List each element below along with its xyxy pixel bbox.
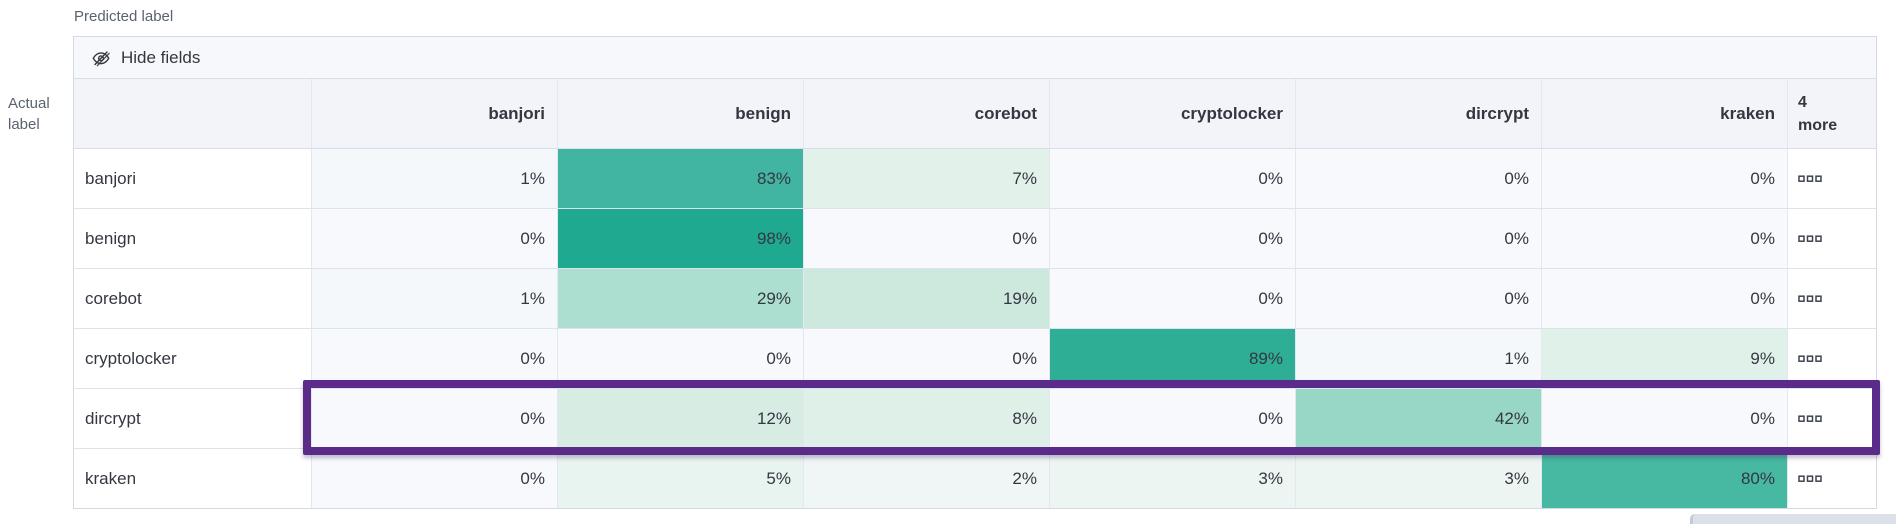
matrix-cell: 19% (804, 269, 1050, 328)
boxes-horizontal-icon (1798, 414, 1822, 423)
matrix-cell: 0% (312, 389, 558, 448)
matrix-cell: 0% (804, 209, 1050, 268)
more-actions-cell[interactable] (1788, 449, 1876, 508)
predicted-axis-label: Predicted label (74, 8, 174, 25)
boxes-horizontal-icon (1798, 294, 1822, 303)
column-header-more[interactable]: 4 more (1788, 79, 1876, 148)
column-header-banjori[interactable]: banjori (312, 79, 558, 148)
row-label: corebot (74, 269, 312, 328)
matrix-cell: 0% (1542, 269, 1788, 328)
hide-fields-label: Hide fields (121, 47, 201, 67)
matrix-cell: 8% (804, 389, 1050, 448)
header-corner-cell (74, 79, 312, 148)
matrix-cell: 0% (312, 209, 558, 268)
matrix-cell: 0% (558, 329, 804, 388)
matrix-cell: 29% (558, 269, 804, 328)
matrix-cell: 0% (1050, 209, 1296, 268)
row-label: dircrypt (74, 389, 312, 448)
matrix-cell: 0% (1542, 149, 1788, 208)
table-row-benign: benign 0% 98% 0% 0% 0% 0% (74, 209, 1876, 269)
column-header-corebot[interactable]: corebot (804, 79, 1050, 148)
matrix-cell: 0% (804, 329, 1050, 388)
matrix-cell: 0% (1542, 389, 1788, 448)
actual-axis-label: Actual label (8, 95, 50, 133)
more-actions-cell[interactable] (1788, 329, 1876, 388)
boxes-horizontal-icon (1798, 234, 1822, 243)
matrix-cell: 0% (1296, 209, 1542, 268)
matrix-cell: 0% (312, 329, 558, 388)
matrix-cell: 0% (1296, 149, 1542, 208)
row-label: benign (74, 209, 312, 268)
row-label: banjori (74, 149, 312, 208)
matrix-cell: 3% (1050, 449, 1296, 508)
matrix-cell: 1% (1296, 329, 1542, 388)
matrix-cell: 0% (1296, 269, 1542, 328)
more-actions-cell[interactable] (1788, 149, 1876, 208)
table-row-dircrypt: dircrypt 0% 12% 8% 0% 42% 0% (74, 389, 1876, 449)
table-row-kraken: kraken 0% 5% 2% 3% 3% 80% (74, 449, 1876, 508)
header-row: banjori benign corebot cryptolocker dirc… (74, 79, 1876, 149)
matrix-cell: 0% (1050, 149, 1296, 208)
matrix-cell: 0% (1050, 269, 1296, 328)
more-columns-header-label: 4 more (1798, 93, 1838, 134)
matrix-cell: 89% (1050, 329, 1296, 388)
matrix-cell: 42% (1296, 389, 1542, 448)
table-row-corebot: corebot 1% 29% 19% 0% 0% 0% (74, 269, 1876, 329)
matrix-cell: 0% (1050, 389, 1296, 448)
hide-fields-button[interactable]: Hide fields (74, 37, 1876, 79)
column-header-cryptolocker[interactable]: cryptolocker (1050, 79, 1296, 148)
table-row-cryptolocker: cryptolocker 0% 0% 0% 89% 1% 9% (74, 329, 1876, 389)
column-header-kraken[interactable]: kraken (1542, 79, 1788, 148)
matrix-cell: 83% (558, 149, 804, 208)
boxes-horizontal-icon (1798, 174, 1822, 183)
table-row-banjori: banjori 1% 83% 7% 0% 0% 0% (74, 149, 1876, 209)
horizontal-scrollbar-fragment[interactable] (1690, 514, 1896, 524)
matrix-cell: 12% (558, 389, 804, 448)
matrix-cell: 1% (312, 269, 558, 328)
more-actions-cell[interactable] (1788, 389, 1876, 448)
column-header-dircrypt[interactable]: dircrypt (1296, 79, 1542, 148)
matrix-cell: 2% (804, 449, 1050, 508)
matrix-cell: 98% (558, 209, 804, 268)
confusion-matrix-grid: Hide fields banjori benign corebot crypt… (73, 36, 1877, 509)
matrix-cell: 0% (312, 449, 558, 508)
boxes-horizontal-icon (1798, 354, 1822, 363)
more-actions-cell[interactable] (1788, 209, 1876, 268)
matrix-cell: 9% (1542, 329, 1788, 388)
matrix-cell: 7% (804, 149, 1050, 208)
row-label: cryptolocker (74, 329, 312, 388)
boxes-horizontal-icon (1798, 474, 1822, 483)
more-actions-cell[interactable] (1788, 269, 1876, 328)
matrix-cell: 0% (1542, 209, 1788, 268)
matrix-cell: 3% (1296, 449, 1542, 508)
column-header-benign[interactable]: benign (558, 79, 804, 148)
matrix-cell: 5% (558, 449, 804, 508)
matrix-cell: 1% (312, 149, 558, 208)
eye-closed-icon (91, 48, 111, 68)
matrix-cell: 80% (1542, 449, 1788, 508)
row-label: kraken (74, 449, 312, 508)
